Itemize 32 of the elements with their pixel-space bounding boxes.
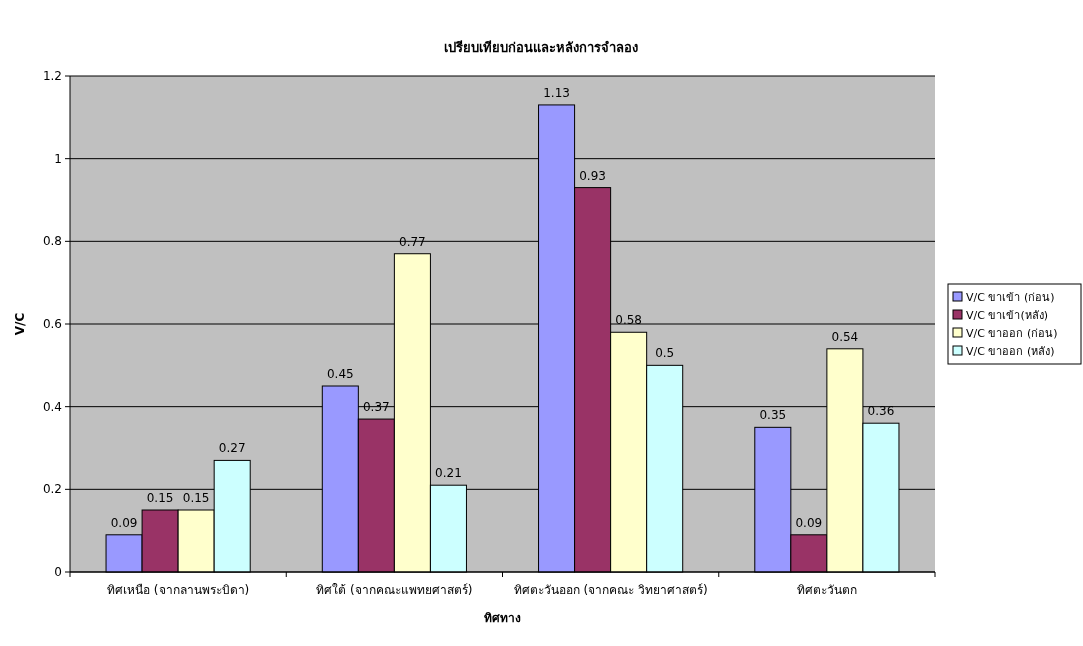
data-label: 0.09 bbox=[795, 515, 823, 530]
chart-title: เปรียบเทียบก่อนและหลังการจำลอง bbox=[444, 40, 638, 55]
x-axis-title: ทิศทาง bbox=[484, 611, 521, 625]
y-tick-label: 0.4 bbox=[42, 399, 62, 414]
y-tick-label: 1 bbox=[54, 151, 62, 166]
y-tick-label: 0 bbox=[54, 565, 62, 579]
x-tick-label: ทิศใต้ (จากคณะแพทยศาสตร์) bbox=[316, 583, 473, 597]
data-label: 0.93 bbox=[579, 168, 606, 183]
data-label: 0.54 bbox=[831, 329, 859, 344]
data-label: 0.45 bbox=[326, 367, 354, 381]
data-label: 0.15 bbox=[146, 491, 174, 505]
data-label: 0.35 bbox=[759, 408, 787, 423]
x-tick-label: ทิศเหนือ (จากลานพระบิดา) bbox=[107, 583, 250, 597]
data-label: 0.58 bbox=[615, 313, 643, 328]
data-label: 0.09 bbox=[110, 515, 138, 530]
data-label: 0.5 bbox=[655, 346, 675, 361]
y-tick-label: 0.6 bbox=[42, 317, 62, 331]
y-tick-label: 0.2 bbox=[42, 482, 62, 497]
legend-label: V/C ขาเข้า(หลัง) bbox=[966, 309, 1048, 322]
legend-label: V/C ขาออก (หลัง) bbox=[966, 345, 1055, 358]
data-label: 0.36 bbox=[867, 404, 895, 419]
x-tick-label: ทิศตะวันออก (จากคณะ วิทยาศาสตร์) bbox=[513, 583, 708, 597]
data-label: 0.21 bbox=[435, 466, 462, 481]
legend-label: V/C ขาเข้า (ก่อน) bbox=[966, 291, 1055, 304]
x-tick-label: ทิศตะวันตก bbox=[796, 583, 857, 597]
data-label: 1.13 bbox=[543, 85, 570, 100]
data-label: 0.15 bbox=[182, 491, 210, 505]
y-tick-label: 0.8 bbox=[42, 234, 62, 249]
y-axis-title: V/C bbox=[13, 312, 27, 336]
data-label: 0.27 bbox=[218, 441, 246, 456]
y-tick-label: 1.2 bbox=[42, 69, 62, 83]
legend-label: V/C ขาออก (ก่อน) bbox=[966, 327, 1058, 340]
